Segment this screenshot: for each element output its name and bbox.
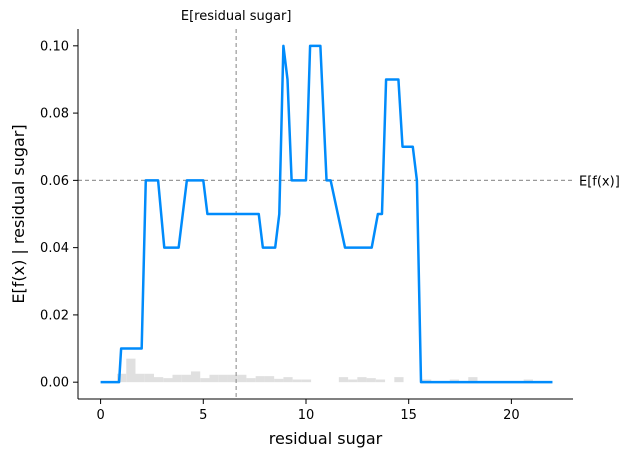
- histogram: [117, 358, 533, 383]
- histogram-bar: [218, 374, 228, 383]
- x-tick-label: 5: [199, 408, 207, 423]
- x-tick-label: 0: [96, 408, 104, 423]
- histogram-bar: [449, 379, 460, 383]
- histogram-bar: [274, 378, 284, 383]
- histogram-bar: [422, 379, 432, 383]
- histogram-bar: [523, 379, 533, 383]
- y-axis-title: E[f(x) | residual sugar]: [9, 124, 28, 303]
- histogram-bar: [292, 379, 302, 383]
- histogram-bar: [237, 374, 247, 383]
- x-axis-title: residual sugar: [269, 429, 383, 448]
- x-tick-label: 15: [400, 408, 417, 423]
- histogram-bar: [375, 379, 386, 383]
- histogram-bar: [301, 379, 312, 383]
- histogram-bar: [153, 377, 164, 383]
- x-tick-label: 20: [503, 408, 520, 423]
- reference-lines: [78, 29, 573, 399]
- expected-fx-label: E[f(x)]: [579, 174, 620, 189]
- histogram-bar: [348, 379, 358, 383]
- axes: 0 5 10 15 20 0.00 0.02 0.04 0.06 0.08 0.10: [40, 29, 573, 423]
- y-tick-label: 0.10: [40, 39, 69, 54]
- x-tick-label: 10: [298, 408, 315, 423]
- plot-line-layer: [100, 44, 553, 384]
- histogram-bar: [163, 378, 173, 383]
- histogram-bar: [246, 378, 256, 383]
- histogram-bar: [126, 358, 136, 383]
- histogram-bar: [255, 376, 265, 383]
- histogram-bar: [264, 376, 275, 383]
- histogram-bar: [468, 377, 478, 383]
- histogram-bar: [172, 374, 182, 383]
- y-tick-label: 0.00: [40, 376, 69, 391]
- histogram-bar: [135, 373, 145, 383]
- series-line: [100, 44, 553, 384]
- histogram-bar: [366, 378, 376, 383]
- histogram-bar: [283, 377, 293, 383]
- histogram-bar: [357, 377, 367, 383]
- y-tick-label: 0.06: [40, 174, 69, 189]
- histogram-bar: [200, 378, 210, 383]
- expected-x-label: E[residual sugar]: [181, 9, 292, 24]
- histogram-bar: [144, 373, 154, 383]
- y-tick-label: 0.08: [40, 107, 69, 122]
- histogram-bar: [209, 374, 219, 383]
- y-tick-label: 0.02: [40, 308, 69, 323]
- histogram-bar: [227, 374, 238, 383]
- histogram-bar: [394, 377, 404, 383]
- histogram-bar: [117, 373, 127, 383]
- histogram-bar: [190, 371, 201, 383]
- histogram-bar: [181, 374, 191, 383]
- histogram-bar: [338, 377, 349, 383]
- y-tick-label: 0.04: [40, 241, 69, 256]
